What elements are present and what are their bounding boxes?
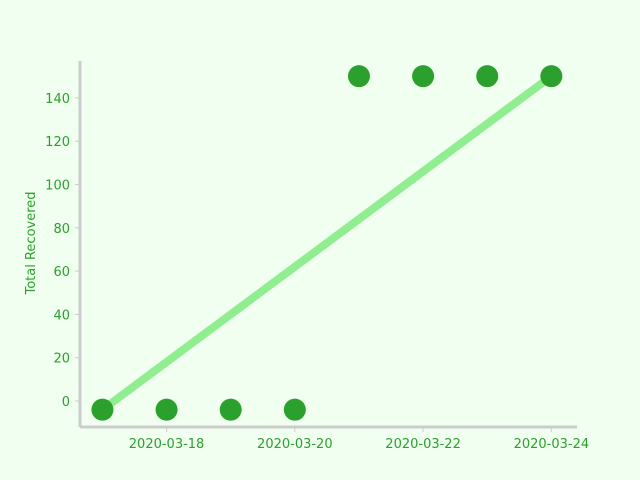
plot-area: [91, 65, 563, 421]
data-point: [540, 65, 563, 88]
y-axis-title: Total Recovered: [24, 191, 39, 295]
x-tick-label: 2020-03-20: [257, 437, 333, 452]
trend-line: [98, 72, 556, 414]
data-point: [155, 398, 178, 421]
x-axis-ticks: 2020-03-18 2020-03-20 2020-03-22 2020-03-24: [129, 427, 589, 452]
y-tick-label: 20: [53, 352, 70, 367]
data-point: [412, 65, 435, 88]
x-tick-label: 2020-03-18: [129, 437, 205, 452]
data-point: [283, 398, 306, 421]
data-point: [347, 65, 370, 88]
y-tick-label: 40: [53, 308, 70, 323]
y-tick-label: 0: [62, 395, 70, 410]
data-point: [219, 398, 242, 421]
data-point: [91, 398, 114, 421]
y-tick-label: 80: [53, 222, 70, 237]
y-tick-label: 100: [45, 178, 70, 193]
x-tick-label: 2020-03-24: [514, 437, 590, 452]
y-tick-label: 60: [53, 265, 70, 280]
y-tick-label: 120: [45, 135, 70, 150]
data-point: [476, 65, 499, 88]
y-tick-label: 140: [45, 92, 70, 107]
data-points: [91, 65, 563, 421]
y-axis-ticks: 0 20 40 60 80 100 120 140: [45, 92, 80, 410]
x-tick-label: 2020-03-22: [385, 437, 461, 452]
